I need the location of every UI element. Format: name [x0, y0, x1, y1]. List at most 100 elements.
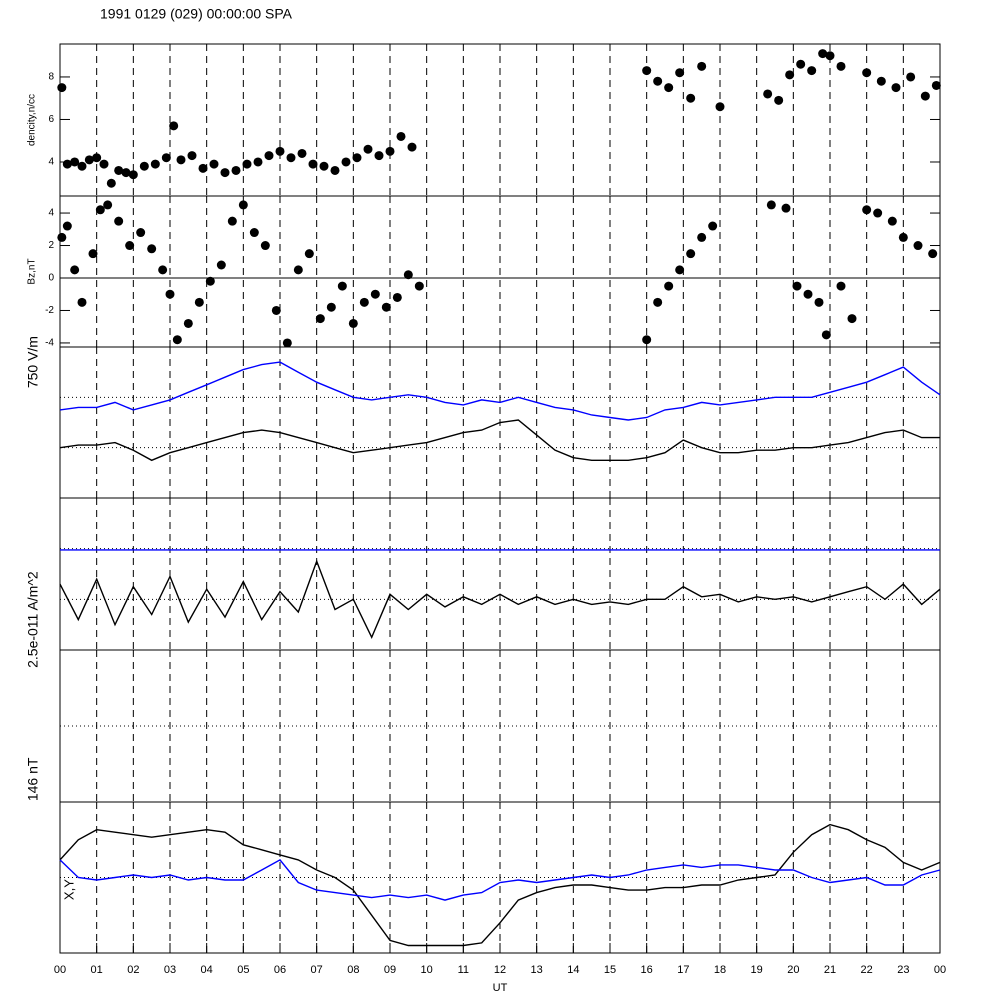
x-tick-label: 02: [127, 964, 139, 976]
data-point: [57, 232, 67, 242]
y-tick-label: 6: [48, 114, 54, 125]
data-point: [293, 265, 303, 275]
data-point: [114, 165, 124, 175]
data-point: [57, 83, 67, 93]
data-point: [220, 168, 230, 178]
data-point: [766, 200, 776, 210]
x-tick-label: 10: [421, 964, 433, 976]
data-point: [187, 151, 197, 161]
data-line: [59, 361, 941, 421]
data-point: [337, 281, 347, 291]
data-point: [209, 159, 219, 169]
x-tick-label: 13: [531, 964, 543, 976]
data-point: [913, 241, 923, 251]
data-point: [873, 208, 883, 218]
data-point: [198, 163, 208, 173]
data-point: [136, 228, 146, 238]
data-point: [906, 72, 916, 82]
x-tick-label: 06: [274, 964, 286, 976]
data-point: [271, 305, 281, 315]
data-point: [891, 83, 901, 93]
data-point: [370, 289, 380, 299]
x-tick-label: 00: [934, 964, 946, 976]
data-point: [194, 297, 204, 307]
data-point: [308, 159, 318, 169]
x-tick-label: 00: [54, 964, 66, 976]
data-point: [114, 216, 124, 226]
y-tick-label: -2: [45, 305, 54, 316]
data-point: [697, 232, 707, 242]
data-point: [125, 241, 135, 251]
y-axis-label: Bz,nT: [27, 258, 38, 284]
data-point: [176, 155, 186, 165]
data-point: [275, 146, 285, 156]
data-point: [803, 289, 813, 299]
x-tick-label: 11: [458, 964, 469, 976]
data-point: [774, 95, 784, 105]
data-point: [407, 142, 417, 152]
data-point: [675, 265, 685, 275]
y-axis-label: 2.5e-011 A/m^2: [25, 571, 41, 668]
x-tick-label: 07: [311, 964, 323, 976]
data-point: [715, 102, 725, 112]
x-tick-label: 22: [861, 964, 873, 976]
data-point: [403, 270, 413, 280]
data-point: [70, 157, 80, 167]
data-point: [253, 157, 263, 167]
data-point: [227, 216, 237, 226]
data-point: [205, 276, 215, 286]
data-point: [121, 168, 131, 178]
data-point: [282, 338, 292, 348]
y-tick-label: 4: [48, 208, 54, 219]
data-point: [359, 297, 369, 307]
chart-title: 1991 0129 (029) 00:00:00 SPA: [100, 6, 293, 22]
y-axis-label: 146 nT: [25, 757, 41, 801]
data-point: [238, 200, 248, 210]
x-tick-label: 14: [567, 964, 579, 976]
data-point: [158, 265, 168, 275]
data-point: [708, 221, 718, 231]
data-point: [216, 260, 226, 270]
y-axis-label: dencity,n/cc: [27, 94, 38, 146]
data-point: [183, 318, 193, 328]
x-tick-label: 04: [201, 964, 213, 976]
x-tick-label: 03: [164, 964, 176, 976]
data-point: [675, 68, 685, 78]
data-point: [664, 83, 674, 93]
data-point: [374, 151, 384, 161]
data-point: [781, 203, 791, 213]
data-point: [642, 335, 652, 345]
data-point: [260, 241, 270, 251]
data-point: [796, 59, 806, 69]
data-point: [664, 281, 674, 291]
x-tick-label: 08: [347, 964, 359, 976]
data-point: [249, 228, 259, 238]
data-point: [150, 159, 160, 169]
data-point: [139, 161, 149, 171]
x-tick-label: 21: [824, 964, 836, 976]
data-point: [264, 151, 274, 161]
data-point: [392, 292, 402, 302]
data-point: [686, 93, 696, 103]
y-tick-label: 0: [48, 273, 54, 284]
data-point: [920, 91, 930, 101]
data-line: [59, 419, 940, 462]
data-point: [836, 281, 846, 291]
x-tick-label: 20: [787, 964, 799, 976]
data-point: [169, 121, 179, 131]
y-tick-label: 8: [48, 72, 54, 83]
data-point: [697, 61, 707, 71]
x-tick-label: 01: [91, 964, 103, 976]
data-point: [172, 335, 182, 345]
x-tick-label: 17: [677, 964, 689, 976]
y-tick-label: -4: [45, 338, 54, 349]
data-point: [77, 161, 87, 171]
data-point: [326, 302, 336, 312]
data-point: [807, 66, 817, 76]
data-point: [77, 297, 87, 307]
data-point: [821, 330, 831, 340]
data-point: [319, 161, 329, 171]
data-point: [381, 302, 391, 312]
annotation: X,Y: [61, 879, 76, 900]
